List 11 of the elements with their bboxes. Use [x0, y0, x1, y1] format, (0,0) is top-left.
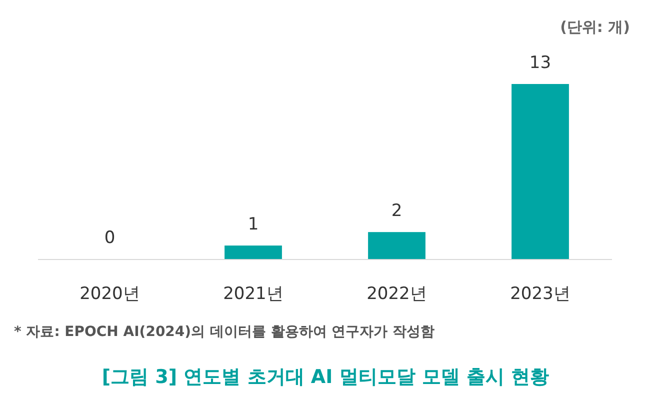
data-label: 13: [529, 53, 552, 73]
data-label: 0: [104, 228, 116, 248]
data-label: 2: [391, 201, 402, 222]
x-tick-label: 2020년: [80, 284, 140, 304]
text: * 자료: EPOCH AI(2024)의 데이터를 활용하여 연구자가 작성함: [14, 324, 435, 340]
x-tick-label: 2022년: [366, 284, 427, 304]
x-tick-label: 2023년: [510, 284, 570, 304]
text: [그림 3] 연도별 초거대 AI 멀티모달 모델 출시 현황: [102, 366, 550, 388]
data-label: 1: [248, 214, 259, 235]
text: (단위: 개): [560, 18, 630, 36]
x-tick-label: 2021년: [223, 284, 284, 304]
